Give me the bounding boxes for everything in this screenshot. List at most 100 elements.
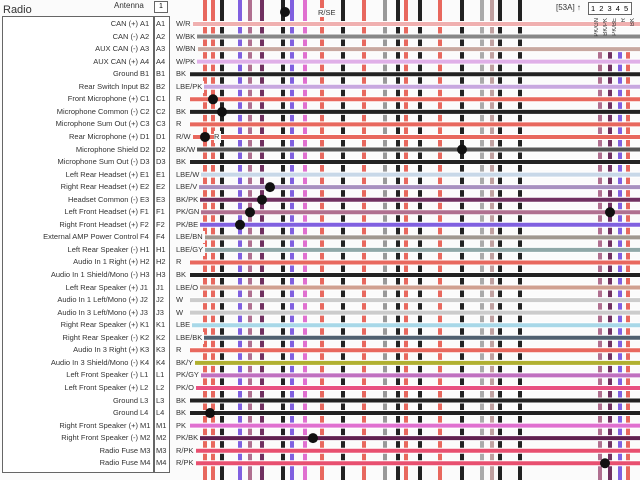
splice-dot bbox=[205, 408, 215, 419]
wire-color-code: BK bbox=[176, 105, 189, 118]
pin-row: AUX CAN (-) A3 A3 W/BN bbox=[0, 43, 400, 56]
splice-dot bbox=[235, 219, 245, 230]
connector-wire-label: PK/GN bbox=[594, 18, 600, 37]
wire-color-code: W bbox=[176, 294, 186, 307]
splice-dot bbox=[605, 207, 615, 218]
pin-function: Ground bbox=[112, 408, 138, 418]
wire-color-code: LBE/GY bbox=[176, 243, 206, 256]
pin-id: L2 bbox=[140, 382, 149, 392]
wire-color-code: PK bbox=[176, 419, 189, 432]
pin-row: Rear Switch Input B2 B2 LBE/PK bbox=[0, 80, 400, 93]
mating-pin-id: B1 bbox=[156, 69, 166, 79]
mating-pin-id: F4 bbox=[156, 232, 165, 242]
wire-color-code: BK bbox=[176, 68, 189, 81]
pin-function: Right Front Headset (+) bbox=[59, 219, 138, 229]
wire-color-code: R/PK bbox=[176, 444, 196, 457]
mating-pin-id: F2 bbox=[156, 219, 165, 229]
pin-row: Right Rear Headset (+) E2 E2 LBE/V bbox=[0, 181, 400, 194]
pin-id: K1 bbox=[140, 320, 150, 330]
pin-row: Right Front Speaker (+) M1 M1 PK bbox=[0, 419, 400, 432]
splice-dot bbox=[208, 94, 218, 105]
wire-color-code: R/PK bbox=[176, 457, 196, 470]
pin-row: Ground L4 L4 BK bbox=[0, 407, 400, 420]
wire-color-code: LBE/O bbox=[176, 281, 201, 294]
pin-function: Front Microphone (+) bbox=[67, 94, 138, 104]
mating-pin-id: H3 bbox=[156, 270, 166, 279]
splice-dot bbox=[280, 7, 290, 17]
mating-pin-id: A4 bbox=[156, 56, 166, 66]
pin-row: Microphone Sum Out (+) C3 C3 R bbox=[0, 118, 400, 131]
splice-dot bbox=[457, 144, 467, 155]
pin-row: Microphone Shield D2 D2 BK/W bbox=[0, 143, 400, 156]
wire-color-code: W/R bbox=[176, 18, 193, 30]
pin-function: Left Rear Speaker (-) bbox=[67, 244, 138, 254]
wire-color-code: W/BK bbox=[176, 30, 198, 43]
pin-function: Rear Microphone (+) bbox=[69, 131, 138, 141]
wire-color-code: W bbox=[176, 306, 186, 319]
pin-id: F1 bbox=[140, 207, 149, 217]
pin-function: CAN (-) bbox=[112, 31, 138, 41]
pin-function: Right Front Speaker (-) bbox=[61, 433, 138, 443]
pin-function: Ground bbox=[112, 69, 138, 79]
pin-function: Left Front Headset (+) bbox=[64, 207, 138, 217]
wire-color-code: W/PK bbox=[176, 55, 198, 68]
pin-function: AUX CAN (-) bbox=[95, 44, 138, 54]
antenna-label: Antenna bbox=[112, 1, 146, 11]
mating-pin-id: L2 bbox=[156, 382, 165, 392]
pin-id: E2 bbox=[140, 182, 150, 192]
wire-color-code: PK/BK bbox=[176, 432, 201, 445]
wire-color-code: PK/GY bbox=[176, 369, 201, 382]
mating-pin-id: A3 bbox=[156, 44, 166, 54]
pin-row: Audio In 1 Right (+) H2 H2 R bbox=[0, 256, 400, 269]
wire-color-code: R bbox=[176, 93, 184, 106]
pin-id: H1 bbox=[140, 244, 150, 254]
wire-color-code: BK bbox=[176, 394, 189, 407]
pin-id: F4 bbox=[140, 232, 149, 242]
wire-color-code: BK bbox=[176, 156, 189, 169]
pin-function: Right Rear Headset (+) bbox=[60, 182, 138, 192]
mating-pin-id: L3 bbox=[156, 395, 165, 405]
wire-color-code: LBE/BK bbox=[176, 331, 205, 344]
wire-color-code: BK/PK bbox=[176, 193, 201, 206]
mating-pin-id: M3 bbox=[156, 445, 167, 455]
wire-color-code: R bbox=[176, 256, 184, 269]
connector-53a-label: [53A] ↑ bbox=[556, 3, 581, 12]
connector-wire-label: BK/PK bbox=[603, 18, 609, 36]
pin-row: Right Rear Speaker (+) K1 K1 LBE bbox=[0, 319, 400, 332]
pin-id: H2 bbox=[140, 257, 150, 267]
mating-pin-id: E3 bbox=[156, 194, 166, 204]
pin-row: Left Rear Speaker (-) H1 H1 LBE/GY bbox=[0, 243, 400, 256]
wire-color-code: R bbox=[176, 118, 184, 131]
pin-id: C1 bbox=[140, 94, 150, 104]
pin-id: J1 bbox=[140, 282, 148, 292]
pin-id: L4 bbox=[140, 408, 149, 418]
pin-function: Radio Fuse bbox=[99, 445, 138, 455]
mating-pin-id: D1 bbox=[156, 131, 166, 141]
pin-function: Ground bbox=[112, 395, 138, 405]
mating-pin-id: C3 bbox=[156, 119, 166, 129]
mating-pin-id: C2 bbox=[156, 106, 166, 116]
pin-row: Audio In 3 Right (+) K3 K3 R bbox=[0, 344, 400, 357]
pin-id: K3 bbox=[140, 345, 150, 355]
mating-pin-id: A1 bbox=[156, 19, 166, 28]
mating-pin-id: E1 bbox=[156, 169, 166, 179]
wire-color-code: PK/GN bbox=[176, 206, 202, 219]
pin-row: AUX CAN (+) A4 A4 W/PK bbox=[0, 55, 400, 68]
pin-function: Left Rear Speaker (+) bbox=[65, 282, 138, 292]
wire-color-code: LBE/BN bbox=[176, 231, 205, 244]
pin-id: A2 bbox=[140, 31, 150, 41]
arrow-up-icon: ↑ bbox=[576, 3, 581, 12]
pin-id: D3 bbox=[140, 157, 150, 167]
connector-wire-label: BK bbox=[630, 18, 636, 27]
mating-pin-id: K4 bbox=[156, 357, 166, 367]
connector-wire-label: R bbox=[621, 18, 627, 23]
connector-wire-label: PK/BE bbox=[612, 18, 618, 36]
mating-pin-id: D3 bbox=[156, 157, 166, 167]
pin-function: Microphone Sum Out (-) bbox=[57, 157, 138, 167]
pin-id: A4 bbox=[140, 56, 150, 66]
pin-function: Microphone Common (-) bbox=[56, 106, 138, 116]
pin-id: E3 bbox=[140, 194, 150, 204]
pin-function: Microphone Sum Out (+) bbox=[55, 119, 138, 129]
pin-row: Right Front Speaker (-) M2 M2 PK/BK bbox=[0, 432, 400, 445]
